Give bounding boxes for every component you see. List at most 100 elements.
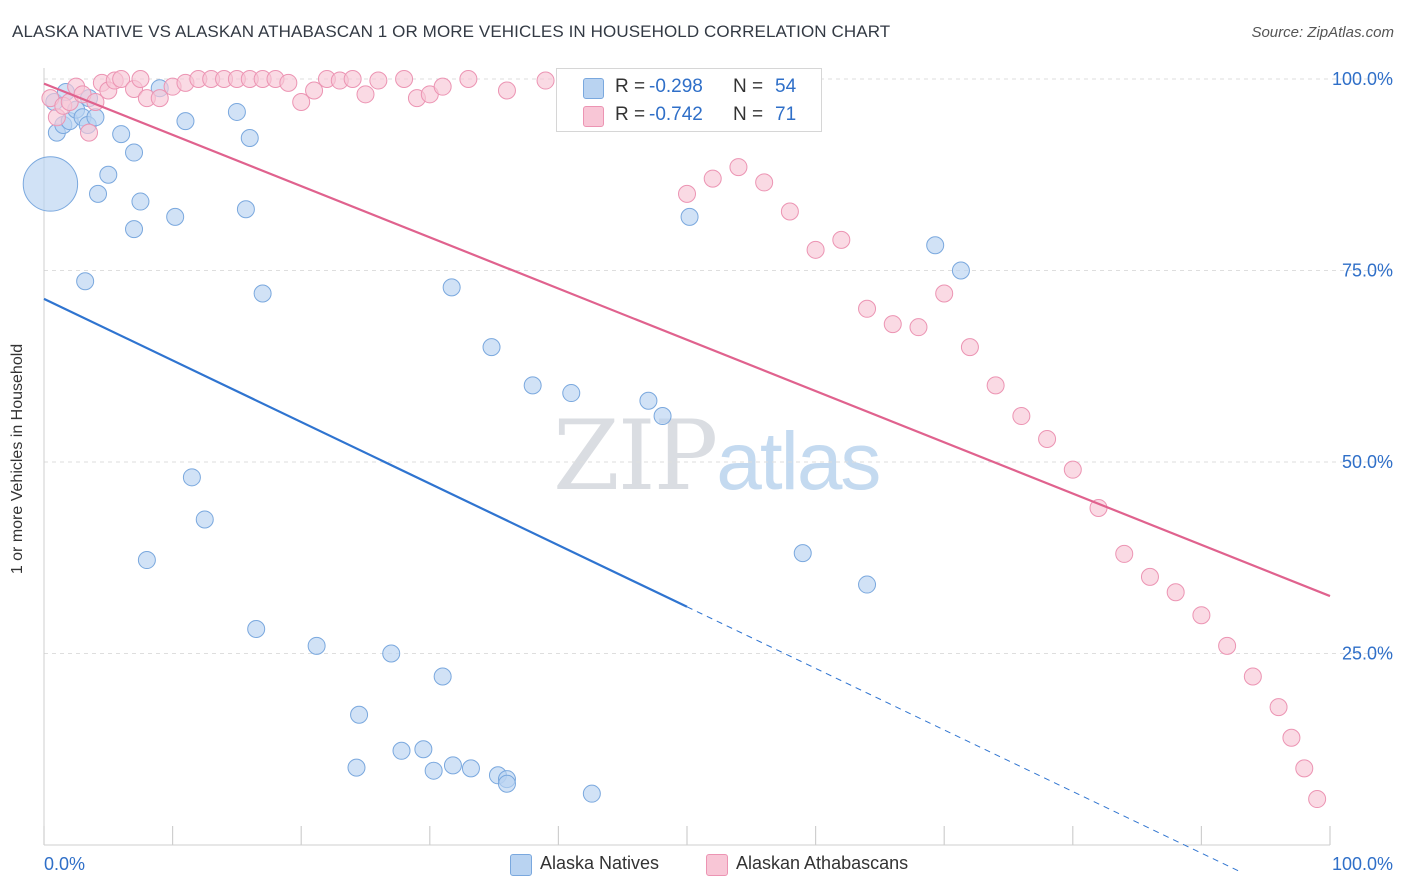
alaska-natives-point	[582, 784, 601, 803]
legend-swatch-blue	[583, 78, 604, 99]
alaska-natives-point	[951, 261, 970, 280]
legend-swatch-pink	[706, 854, 728, 876]
alaska-natives-point	[482, 338, 501, 357]
watermark-zip: ZIP	[553, 400, 718, 512]
legend-swatch-pink	[583, 106, 604, 127]
chart-title: ALASKA NATIVE VS ALASKAN ATHABASCAN 1 OR…	[12, 22, 891, 41]
alaska-natives-point	[240, 128, 259, 147]
alaskan-athabascans-point	[1282, 728, 1301, 747]
alaskan-athabascans-point	[832, 230, 851, 249]
alaskan-athabascans-point	[356, 85, 375, 104]
alaskan-athabascans-point	[729, 158, 748, 177]
alaska-natives-point	[236, 200, 255, 219]
alaskan-athabascans-point	[1218, 636, 1237, 655]
alaska-natives-point	[414, 740, 433, 759]
alaska-natives-point	[433, 667, 452, 686]
alaska-natives-point	[166, 207, 185, 226]
alaskan-athabascans-point	[883, 315, 902, 334]
alaskan-athabascans-point	[150, 89, 169, 108]
alaska-natives-point	[639, 391, 658, 410]
alaskan-athabascans-point	[858, 299, 877, 318]
alaskan-athabascans-point	[459, 70, 478, 88]
legend-n-value: 54	[775, 76, 797, 97]
alaska-natives-point	[137, 551, 156, 570]
alaska-natives-point	[442, 278, 461, 297]
legend-r-label: R =	[615, 76, 646, 97]
legend-row-alaska-natives: R = -0.298 N = 54	[557, 73, 821, 101]
alaskan-athabascans-point	[1269, 698, 1288, 717]
alaska-natives-point	[443, 756, 462, 775]
alaskan-athabascans-point	[909, 318, 928, 337]
alaskan-athabascans-point	[678, 184, 696, 203]
legend-row-alaskan-athabascans: R = -0.742 N = 71	[557, 101, 821, 129]
alaskan-athabascans-point	[112, 70, 131, 88]
y-tick-label: 75.0%	[1342, 261, 1393, 281]
alaska-natives-point	[253, 284, 272, 303]
alaskan-athabascans-point	[1140, 567, 1159, 586]
alaskan-athabascans-point	[292, 92, 311, 111]
alaska-natives-point	[99, 165, 118, 184]
alaska-natives-trend-line	[43, 297, 688, 608]
series-alaska-natives	[22, 79, 970, 803]
alaska-natives-point	[350, 705, 369, 724]
legend-n-label: N =	[733, 104, 764, 125]
alaska-natives-point	[347, 758, 366, 777]
series-legend: Alaska Natives Alaskan Athabascans	[0, 852, 1406, 878]
alaska-natives-point	[86, 108, 105, 127]
alaskan-athabascans-point	[1243, 667, 1262, 686]
alaskan-athabascans-point	[960, 338, 979, 357]
alaska-natives-point	[112, 125, 131, 144]
alaskan-athabascans-point	[305, 81, 324, 100]
alaskan-athabascans-point	[1308, 790, 1327, 809]
legend-n-value: 71	[775, 104, 797, 125]
alaskan-athabascans-point	[369, 71, 388, 90]
alaska-natives-point	[858, 575, 877, 594]
alaska-natives-point	[497, 774, 516, 793]
alaska-natives-point	[653, 407, 672, 426]
alaskan-athabascans-point	[986, 376, 1005, 395]
alaskan-athabascans-point	[806, 240, 825, 259]
legend-label: Alaskan Athabascans	[736, 853, 909, 873]
y-tick-label: 100.0%	[1332, 69, 1393, 89]
alaska-natives-point	[125, 220, 144, 239]
correlation-legend: R = -0.298 N = 54 R = -0.742 N = 71	[556, 68, 822, 132]
alaska-natives-point	[562, 384, 581, 403]
alaska-natives-point	[382, 644, 401, 663]
alaska-natives-point	[125, 143, 144, 162]
alaska-natives-trend-extension	[686, 606, 1241, 873]
alaskan-athabascans-point	[1038, 430, 1057, 449]
alaskan-athabascans-point	[1192, 606, 1211, 625]
alaskan-athabascans-point	[433, 77, 452, 96]
alaska-natives-point	[424, 761, 443, 780]
alaska-natives-point	[793, 544, 812, 563]
alaskan-athabascans-point	[395, 70, 414, 88]
alaskan-athabascans-point	[780, 202, 799, 221]
y-axis-label: 1 or more Vehicles in Household	[9, 343, 26, 575]
alaska-natives-point	[227, 102, 246, 121]
alaska-natives-point	[247, 619, 266, 638]
alaskan-athabascans-point	[536, 71, 555, 90]
legend-label: Alaska Natives	[540, 853, 660, 873]
series-alaskan-athabascans	[41, 70, 1327, 809]
alaskan-athabascans-point	[80, 123, 99, 142]
y-tick-label: 25.0%	[1342, 644, 1393, 664]
alaskan-athabascans-trend-line	[43, 82, 1331, 598]
alaska-natives-point	[680, 207, 699, 226]
legend-r-value: -0.298	[649, 76, 703, 97]
source-credit: Source: ZipAtlas.com	[1251, 24, 1394, 41]
alaska-natives-point	[131, 192, 150, 211]
alaskan-athabascans-point	[1295, 759, 1314, 778]
legend-r-label: R =	[615, 104, 646, 125]
x-tick-label: 100.0%	[1332, 854, 1393, 874]
alaskan-athabascans-point	[703, 169, 722, 188]
alaskan-athabascans-point	[497, 81, 516, 100]
x-tick-label: 0.0%	[44, 854, 85, 874]
alaska-natives-point	[392, 741, 411, 760]
alaskan-athabascans-point	[131, 70, 150, 88]
alaskan-athabascans-point	[343, 70, 362, 88]
legend-n-label: N =	[733, 76, 764, 97]
alaskan-athabascans-point	[755, 173, 774, 192]
alaska-natives-point	[176, 112, 195, 131]
legend-r-value: -0.742	[649, 104, 703, 125]
